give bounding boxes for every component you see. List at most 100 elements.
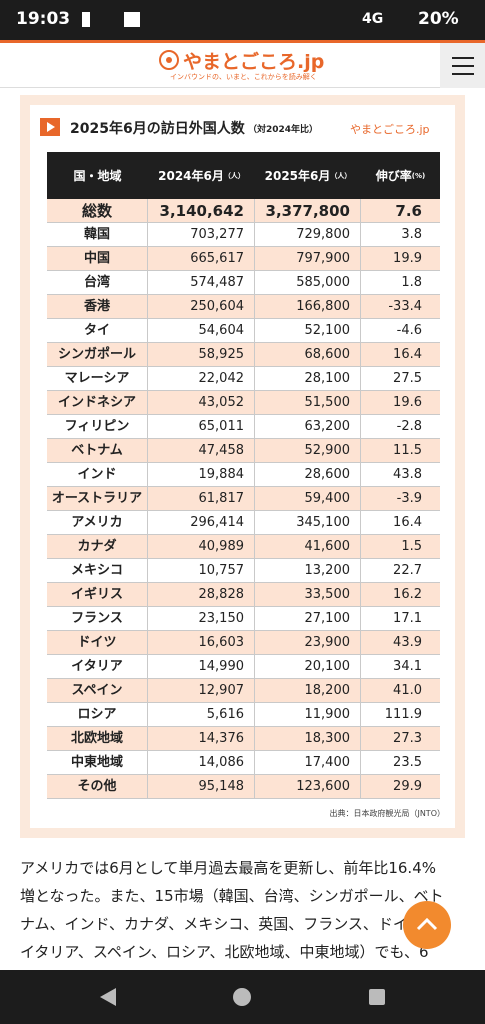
table-cell: 16.4 [393, 515, 422, 530]
table-cell: 43,052 [148, 391, 255, 415]
table-row: インド 19,884 28,600 43.8 [47, 463, 440, 487]
table-cell: マレーシア [47, 367, 148, 391]
table-row: 中国 665,617 797,900 19.9 [47, 247, 440, 271]
table-row: ロシア 5,616 11,900 111.9 [47, 703, 440, 727]
header-cell: 伸び率 (%) [361, 152, 440, 199]
table-cell: 43.9 [393, 635, 422, 650]
back-button[interactable] [100, 988, 116, 1006]
table-cell: アメリカ [47, 511, 148, 535]
table-cell: 3.8 [401, 227, 422, 242]
logo-icon [159, 50, 179, 70]
table-row: 中東地域 14,086 17,400 23.5 [47, 751, 440, 775]
header-label: 2024年6月 [158, 169, 224, 183]
table-header: 国・地域 2024年6月 （人） 2025年6月 （人） 伸び率 (%) [47, 152, 440, 199]
table-cell: ロシア [47, 703, 148, 727]
table-cell: 23,150 [148, 607, 255, 631]
menu-button[interactable] [440, 43, 485, 88]
table-cell: 585,000 [255, 271, 361, 295]
table-cell: メキシコ [47, 559, 148, 583]
table-cell: -33.4 [388, 299, 422, 314]
table-cell: 韓国 [47, 223, 148, 247]
article-line: イタリア、スペイン、ロシア、北欧地域、中東地域）でも、6 [20, 943, 429, 961]
article-line: 増となった。また、15市場（韓国、台湾、シンガポール、ベト [20, 887, 444, 905]
table-cell: 41.0 [393, 683, 422, 698]
table-cell: 23,900 [255, 631, 361, 655]
table-cell: 52,100 [255, 319, 361, 343]
header-unit: （人） [223, 171, 245, 180]
table-row: 韓国 703,277 729,800 3.8 [47, 223, 440, 247]
table-cell: 18,200 [255, 679, 361, 703]
table-row: ドイツ 16,603 23,900 43.9 [47, 631, 440, 655]
table-cell: 14,376 [148, 727, 255, 751]
table-row: フランス 23,150 27,100 17.1 [47, 607, 440, 631]
table-cell: -2.8 [396, 419, 422, 434]
table-cell: 18,300 [255, 727, 361, 751]
table-cell: 65,011 [148, 415, 255, 439]
table-cell: 665,617 [148, 247, 255, 271]
header-label: 国・地域 [73, 169, 122, 183]
header-label: 2025年6月 [264, 169, 331, 183]
table-cell: 中東地域 [47, 751, 148, 775]
table-cell: 33,500 [255, 583, 361, 607]
table-cell: 47,458 [148, 439, 255, 463]
header-cell: 2024年6月 （人） [148, 152, 255, 199]
table-cell: 296,414 [148, 511, 255, 535]
table-cell: 28,600 [255, 463, 361, 487]
table-cell: 17.1 [393, 611, 422, 626]
article-line: ナム、インド、カナダ、メキシコ、英国、フランス、ドイツ、 [20, 915, 437, 933]
logo[interactable]: やまとごころ.jp [183, 51, 325, 73]
recents-button[interactable] [369, 989, 385, 1005]
table-cell: 14,990 [148, 655, 255, 679]
table-cell: オーストラリア [47, 487, 148, 511]
figure-title: 2025年6月の訪日外国人数 [70, 121, 245, 137]
table-cell: 51,500 [255, 391, 361, 415]
figure-note: （対2024年比） [248, 125, 319, 135]
table-cell: 41,600 [255, 535, 361, 559]
table-row: メキシコ 10,757 13,200 22.7 [47, 559, 440, 583]
table-cell: 574,487 [148, 271, 255, 295]
time: 19:03 [16, 9, 71, 29]
tagline: インバウンドの、いまと、これからを読み解く [170, 73, 317, 81]
table-cell: 43.8 [393, 467, 422, 482]
network: 4G [362, 11, 384, 27]
table-cell: 52,900 [255, 439, 361, 463]
table-cell: 16.4 [393, 347, 422, 362]
table-cell: シンガポール [47, 343, 148, 367]
table-row: タイ 54,604 52,100 -4.6 [47, 319, 440, 343]
table-cell: フィリピン [47, 415, 148, 439]
table-cell: 12,907 [148, 679, 255, 703]
table-row: スペイン 12,907 18,200 41.0 [47, 679, 440, 703]
table-cell: 17,400 [255, 751, 361, 775]
nav-bar [0, 970, 485, 1024]
table-cell: 27.5 [393, 371, 422, 386]
table-cell: 14,086 [148, 751, 255, 775]
table-cell: 16.2 [393, 587, 422, 602]
table-cell: 中国 [47, 247, 148, 271]
table-cell: フランス [47, 607, 148, 631]
table-cell: 59,400 [255, 487, 361, 511]
table-cell: 5,616 [148, 703, 255, 727]
table-cell: 19.6 [393, 395, 422, 410]
table-cell: 34.1 [393, 659, 422, 674]
table-cell: 22.7 [393, 563, 422, 578]
table-cell: 13,200 [255, 559, 361, 583]
table-cell: 27,100 [255, 607, 361, 631]
table-cell: 61,817 [148, 487, 255, 511]
site-header: やまとごころ.jp インバウンドの、いまと、これからを読み解く [0, 40, 485, 88]
table-row: インドネシア 43,052 51,500 19.6 [47, 391, 440, 415]
table-cell: 28,828 [148, 583, 255, 607]
table-cell: 7.6 [395, 202, 422, 220]
table-cell: 63,200 [255, 415, 361, 439]
table-cell: 10,757 [148, 559, 255, 583]
table-cell: 29.9 [393, 779, 422, 794]
table-row: ベトナム 47,458 52,900 11.5 [47, 439, 440, 463]
battery: 20% [418, 9, 459, 29]
table-cell: 総数 [47, 199, 148, 223]
table-cell: 11.5 [393, 443, 422, 458]
source: 出典：日本政府観光局（JNTO） [329, 809, 445, 818]
table-cell: 54,604 [148, 319, 255, 343]
table-cell: 40,989 [148, 535, 255, 559]
scroll-top-button[interactable] [403, 901, 451, 949]
table-cell: 19,884 [148, 463, 255, 487]
home-button[interactable] [233, 988, 251, 1006]
